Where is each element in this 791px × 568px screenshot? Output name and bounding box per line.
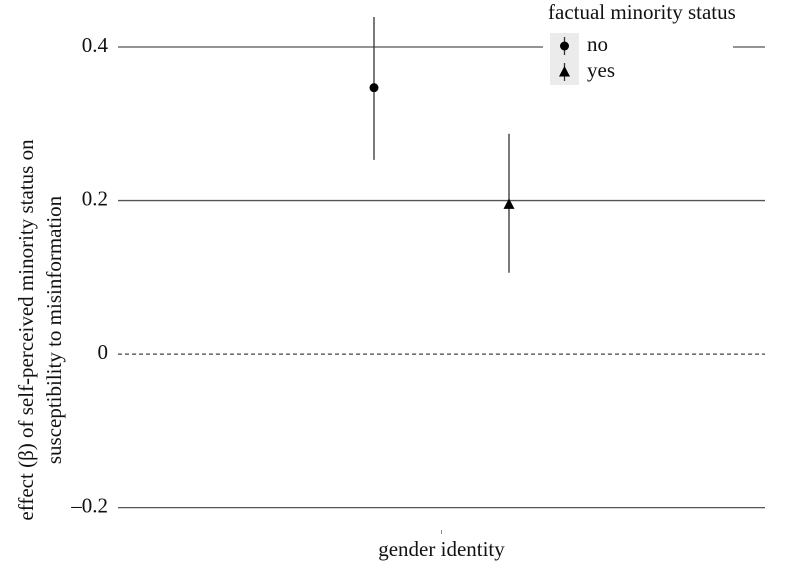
point: [369, 83, 379, 93]
legend-label: yes: [587, 58, 615, 82]
y-axis-label: effect (β) of self-perceived minority st…: [14, 139, 38, 521]
x-tick-label: gender identity: [378, 537, 505, 561]
y-tick-label: 0: [98, 340, 109, 364]
point: [559, 66, 570, 77]
legend-label: no: [587, 32, 608, 56]
y-tick-label: 0.2: [82, 186, 108, 210]
y-tick-label: 0.4: [82, 33, 109, 57]
legend-title: factual minority status: [548, 0, 736, 24]
point: [560, 41, 569, 51]
y-tick-label: –0.2: [70, 493, 108, 517]
point: [503, 198, 515, 209]
y-axis-label: susceptibility to misinformation: [42, 195, 66, 464]
